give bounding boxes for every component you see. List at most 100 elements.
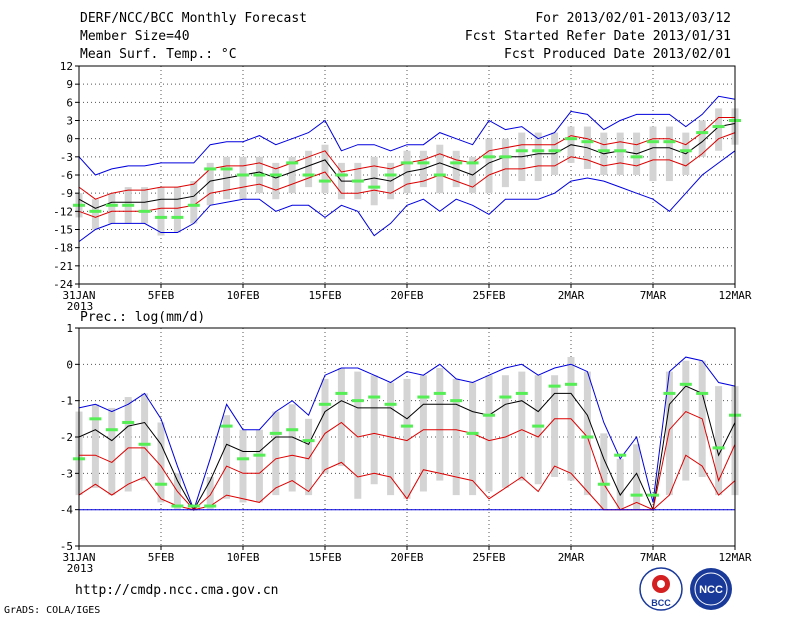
spread-bar [354, 371, 362, 499]
obs-marker [335, 173, 348, 177]
spread-bar [501, 375, 509, 488]
obs-marker [319, 402, 331, 406]
obs-marker [499, 395, 512, 399]
y-tick-label: -3 [60, 151, 73, 164]
x-tick-label: 20FEB [390, 551, 423, 564]
series-line-min [78, 150, 736, 243]
chart-title: DERF/NCC/BCC Monthly Forecast [80, 11, 307, 26]
obs-marker [630, 493, 643, 497]
y-tick-label: -1 [60, 395, 73, 408]
obs-marker [597, 482, 610, 486]
spread-bar [370, 156, 378, 206]
obs-marker [401, 424, 413, 428]
spread-bar [337, 367, 345, 467]
series-line-mean [78, 385, 736, 512]
spread-bar [583, 371, 591, 496]
spread-bar [190, 181, 198, 224]
x-tick-label: 10FEB [226, 289, 259, 302]
spread-bar [715, 386, 723, 496]
obs-marker [105, 428, 118, 432]
obs-marker [253, 173, 266, 177]
obs-marker [647, 493, 659, 497]
obs-marker [581, 140, 594, 144]
spread-bar [436, 144, 444, 194]
obs-marker [483, 413, 495, 417]
obs-marker [712, 446, 725, 450]
obs-marker [597, 149, 610, 153]
obs-marker [220, 424, 233, 428]
x-tick-label: 10FEB [226, 551, 259, 564]
y-tick-label: 0 [66, 133, 73, 146]
obs-marker [138, 442, 151, 446]
obs-marker [401, 161, 413, 165]
obs-marker [679, 382, 692, 386]
obs-marker [286, 161, 299, 165]
obs-marker [237, 173, 249, 177]
spread-bar [616, 132, 624, 175]
obs-marker [204, 504, 217, 508]
spread-bar [682, 360, 690, 481]
source-url[interactable]: http://cmdp.ncc.cma.gov.cn [75, 583, 279, 598]
member-size-label: Member Size=40 [80, 29, 190, 44]
obs-marker [450, 161, 463, 165]
obs-marker [433, 391, 446, 395]
spread-bar [485, 138, 493, 194]
spread-bar [485, 375, 493, 492]
x-tick-label: 5FEB [148, 289, 175, 302]
variable-label: Mean Surf. Temp.: °C [80, 47, 237, 62]
y-tick-label: -21 [53, 260, 73, 273]
spread-bar [206, 476, 214, 510]
obs-marker [319, 179, 331, 183]
spread-bar [501, 138, 509, 188]
ncc-logo-text: NCC [699, 584, 723, 596]
obs-marker [122, 203, 135, 207]
obs-marker [89, 417, 102, 421]
obs-marker [187, 203, 200, 207]
spread-bar [518, 371, 526, 481]
obs-marker [351, 399, 364, 403]
x-tick-label: 2MAR [558, 289, 585, 302]
spread-bar [255, 429, 263, 503]
refer-date-label: Fcst Started Refer Date 2013/01/31 [464, 29, 731, 44]
obs-marker [269, 431, 282, 435]
spread-bar [419, 375, 427, 492]
x-tick-year: 2013 [67, 562, 94, 575]
obs-marker [696, 131, 709, 135]
obs-marker [548, 149, 561, 153]
spread-bar [321, 144, 329, 194]
obs-marker [630, 155, 643, 159]
obs-marker [368, 395, 381, 399]
x-tick-label: 31JAN [62, 551, 95, 564]
spread-bar [305, 150, 313, 188]
obs-marker [712, 125, 725, 129]
forecast-period-label: For 2013/02/01-2013/03/12 [535, 11, 731, 26]
x-tick-label: 15FEB [308, 551, 341, 564]
obs-marker [368, 185, 381, 189]
x-tick-label: 7MAR [640, 551, 667, 564]
spread-bar [288, 404, 296, 492]
series-line-max [78, 95, 736, 176]
spread-bar [124, 397, 132, 492]
spread-bar [469, 382, 477, 496]
y-tick-label: 0 [66, 358, 73, 371]
series-line-p_upper [79, 410, 736, 511]
obs-marker [417, 161, 430, 165]
spread-bar [633, 444, 641, 510]
spread-bar [141, 393, 149, 481]
obs-marker [548, 384, 561, 388]
spread-bar [272, 162, 280, 200]
series-line-max [78, 356, 736, 512]
y-tick-label: 12 [60, 60, 73, 73]
obs-marker [647, 140, 659, 144]
spread-bar [715, 108, 723, 151]
obs-marker [532, 149, 545, 153]
y-tick-label: -15 [53, 224, 73, 237]
obs-marker [581, 435, 594, 439]
produced-date-label: Fcst Produced Date 2013/02/01 [504, 47, 731, 62]
spread-bar [649, 126, 657, 182]
obs-marker [237, 457, 249, 461]
spread-bar [141, 187, 149, 224]
y-tick-label: 3 [66, 115, 73, 128]
spread-bar [223, 415, 231, 499]
